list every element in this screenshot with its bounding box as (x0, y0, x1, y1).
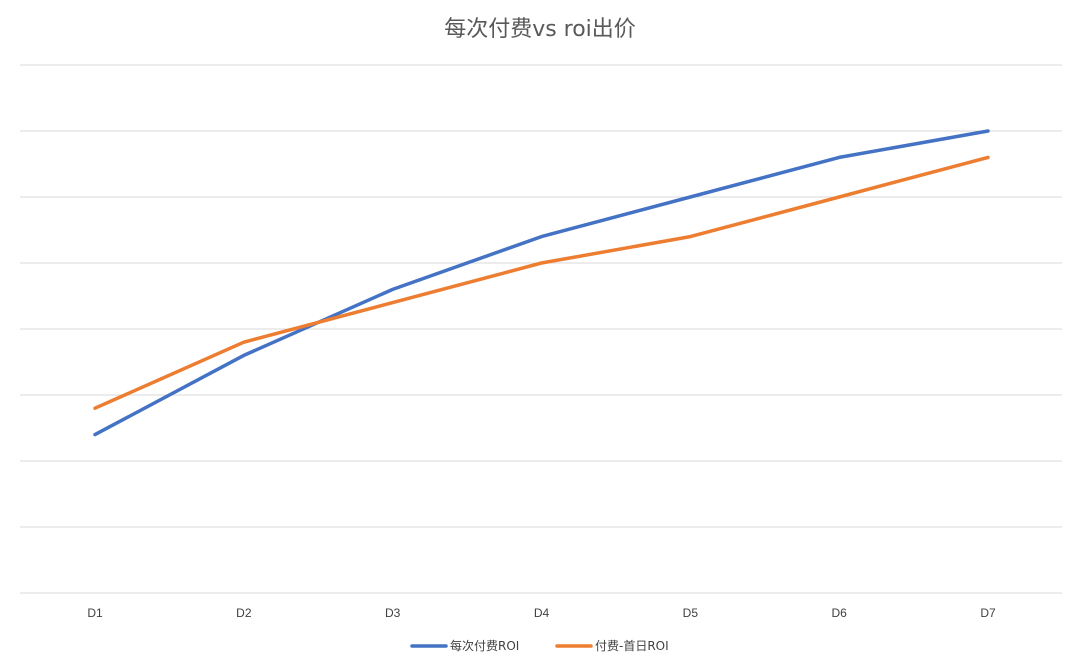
legend-item: 每次付费ROI (410, 638, 519, 653)
legend: 每次付费ROI 付费-首日ROI (410, 638, 669, 653)
legend-label: 每次付费ROI (450, 638, 519, 653)
x-tick-label: D3 (385, 606, 401, 620)
x-tick-label: D6 (831, 606, 847, 620)
x-tick-label: D1 (87, 606, 103, 620)
legend-label: 付费-首日ROI (595, 639, 669, 653)
series-line-2 (93, 155, 990, 410)
x-tick-label: D5 (683, 606, 699, 620)
x-tick-label: D7 (980, 606, 996, 620)
x-tick-label: D4 (534, 606, 550, 620)
chart-title: 每次付费vs roi出价 (444, 17, 636, 42)
legend-item: 付费-首日ROI (555, 639, 669, 653)
series-line-1 (93, 129, 990, 437)
series-lines (93, 129, 990, 437)
x-axis-tick-labels: D1 D2 D3 D4 D5 D6 D7 (87, 606, 996, 620)
x-tick-label: D2 (236, 606, 252, 620)
